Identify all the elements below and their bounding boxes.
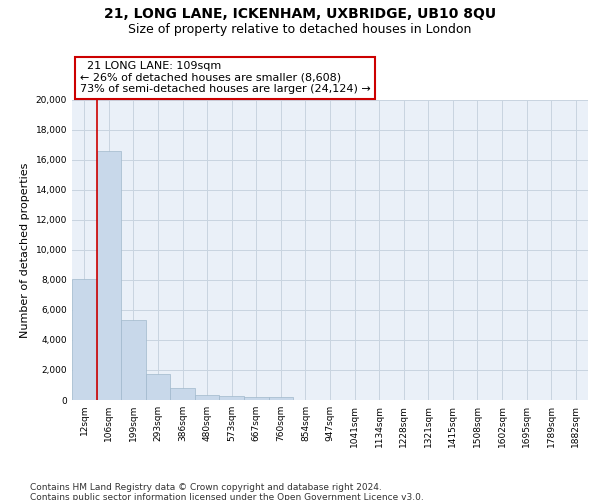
Text: Contains public sector information licensed under the Open Government Licence v3: Contains public sector information licen… [30,492,424,500]
Bar [121,320,146,400]
Bar [170,388,195,400]
Text: 21, LONG LANE, ICKENHAM, UXBRIDGE, UB10 8QU: 21, LONG LANE, ICKENHAM, UXBRIDGE, UB10 … [104,8,496,22]
Bar [220,396,244,400]
Text: Contains HM Land Registry data © Crown copyright and database right 2024.: Contains HM Land Registry data © Crown c… [30,482,382,492]
Bar [269,397,293,400]
Bar [72,278,97,400]
Bar [97,151,121,400]
Y-axis label: Number of detached properties: Number of detached properties [20,162,30,338]
Bar [146,374,170,400]
Text: 21 LONG LANE: 109sqm
← 26% of detached houses are smaller (8,608)
73% of semi-de: 21 LONG LANE: 109sqm ← 26% of detached h… [80,61,370,94]
Text: Size of property relative to detached houses in London: Size of property relative to detached ho… [128,22,472,36]
Bar [244,396,269,400]
Bar [195,395,220,400]
